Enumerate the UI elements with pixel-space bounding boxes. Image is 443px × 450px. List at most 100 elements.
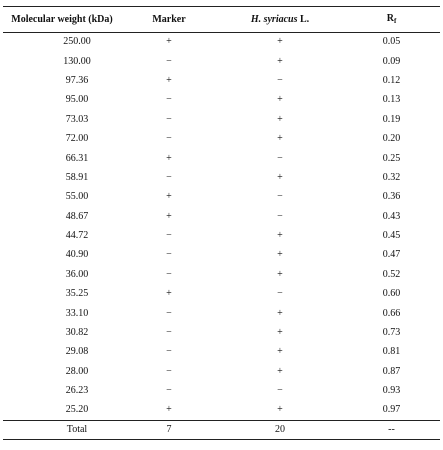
cell-molecular-weight-value: 40.90	[65, 249, 89, 261]
cell-species: +	[277, 133, 283, 145]
cell-rf: 0.52	[382, 268, 401, 280]
cell-molecular-weight: 73.03	[3, 110, 121, 129]
cell-molecular-weight-value: 44.72	[65, 230, 89, 242]
cell-rf: 0.25	[382, 152, 401, 164]
table-header-row: Molecular weight (kDa) Marker H. syriacu…	[3, 6, 440, 33]
cell-marker: +	[166, 152, 172, 164]
table-row: 72.00 − +0.20	[3, 129, 440, 148]
cell-marker: −	[166, 307, 172, 319]
cell-molecular-weight: 28.00	[3, 362, 121, 381]
cell-species: +	[277, 230, 283, 242]
cell-rf: 0.19	[382, 113, 401, 125]
cell-molecular-weight-value: 28.00	[65, 365, 89, 377]
cell-marker: −	[166, 55, 172, 67]
cell-molecular-weight: 25.20	[3, 401, 121, 420]
cell-marker: −	[166, 385, 172, 397]
table-row: 25.20 + +0.97	[3, 401, 440, 420]
cell-species: +	[277, 404, 283, 416]
table-row: 28.00 − +0.87	[3, 362, 440, 381]
header-species: H. syriacus L.	[217, 6, 343, 33]
cell-molecular-weight: 48.67	[3, 207, 121, 226]
total-label: Total	[3, 419, 121, 441]
cell-species: +	[277, 249, 283, 261]
header-marker: Marker	[121, 6, 217, 33]
table-row: 95.00 − +0.13	[3, 91, 440, 110]
data-table-container: Molecular weight (kDa) Marker H. syriacu…	[3, 0, 440, 441]
cell-species: +	[277, 327, 283, 339]
cell-molecular-weight-value: 66.31	[65, 152, 89, 164]
table-row: 73.03 − +0.19	[3, 110, 440, 129]
table-row: 26.23 − − 0.93	[3, 382, 440, 401]
cell-marker: −	[166, 113, 172, 125]
cell-rf: 0.20	[382, 133, 401, 145]
cell-species: +	[277, 171, 283, 183]
cell-marker: −	[166, 249, 172, 261]
cell-rf: 0.45	[382, 230, 401, 242]
cell-rf: 0.60	[382, 288, 401, 300]
table-body: 250.00 + +0.05 130.00 − +0.09 97.36 + − 0.12 95.00…	[3, 33, 440, 441]
cell-marker: +	[166, 74, 172, 86]
cell-molecular-weight: 95.00	[3, 91, 121, 110]
cell-molecular-weight-value: 58.91	[65, 171, 89, 183]
cell-rf: 0.32	[382, 171, 401, 183]
total-label-value: Total	[66, 424, 88, 435]
cell-molecular-weight-value: 130.00	[63, 55, 91, 67]
cell-rf: 0.47	[382, 249, 401, 261]
table-row: 30.82 − +0.73	[3, 323, 440, 342]
table-row: 36.00 − +0.52	[3, 265, 440, 284]
cell-species: −	[277, 288, 283, 300]
cell-rf: 0.66	[382, 307, 401, 319]
cell-rf: 0.05	[382, 36, 401, 48]
cell-molecular-weight-value: 36.00	[65, 268, 89, 280]
cell-molecular-weight-value: 55.00	[65, 191, 89, 203]
cell-molecular-weight: 36.00	[3, 265, 121, 284]
header-rf-subscript: f	[393, 17, 397, 25]
cell-molecular-weight-value: 30.82	[65, 327, 89, 339]
cell-rf: 0.13	[382, 94, 401, 106]
cell-molecular-weight-value: 72.00	[65, 133, 89, 145]
cell-molecular-weight-value: 73.03	[65, 113, 89, 125]
cell-molecular-weight: 55.00	[3, 188, 121, 207]
table-row: 29.08 − +0.81	[3, 343, 440, 362]
table-total-row: Total 7 20 --	[3, 419, 440, 441]
cell-molecular-weight-value: 250.00	[63, 36, 91, 48]
table-row: 97.36 + − 0.12	[3, 71, 440, 90]
table-row: 35.25 + − 0.60	[3, 285, 440, 304]
cell-molecular-weight-value: 26.23	[65, 385, 89, 397]
cell-marker: −	[166, 171, 172, 183]
cell-species: −	[277, 152, 283, 164]
cell-rf: 0.43	[382, 210, 401, 222]
cell-molecular-weight-value: 35.25	[65, 288, 89, 300]
cell-rf: 0.36	[382, 191, 401, 203]
table-row: 250.00 + +0.05	[3, 33, 440, 52]
header-rf: Rf	[343, 6, 440, 33]
cell-molecular-weight-value: 29.08	[65, 346, 89, 358]
table-row: 130.00 − +0.09	[3, 52, 440, 71]
total-species: 20	[217, 419, 343, 441]
cell-molecular-weight: 250.00	[3, 33, 121, 52]
cell-molecular-weight: 44.72	[3, 226, 121, 245]
cell-marker: −	[166, 346, 172, 358]
cell-molecular-weight-value: 48.67	[65, 210, 89, 222]
table-row: 33.10 − +0.66	[3, 304, 440, 323]
cell-marker: +	[166, 210, 172, 222]
cell-molecular-weight: 30.82	[3, 323, 121, 342]
molecular-weight-table: Molecular weight (kDa) Marker H. syriacu…	[3, 6, 440, 441]
cell-species: +	[277, 94, 283, 106]
header-species-name: H. syriacus	[250, 13, 298, 25]
cell-marker: +	[166, 404, 172, 416]
cell-molecular-weight-value: 25.20	[65, 404, 89, 416]
cell-molecular-weight: 72.00	[3, 129, 121, 148]
cell-rf: 0.87	[382, 365, 401, 377]
cell-species: +	[277, 346, 283, 358]
cell-rf: 0.09	[382, 55, 401, 67]
cell-molecular-weight: 35.25	[3, 285, 121, 304]
table-row: 66.31 + − 0.25	[3, 149, 440, 168]
table-row: 55.00 + − 0.36	[3, 188, 440, 207]
table-row: 40.90 − +0.47	[3, 246, 440, 265]
cell-marker: −	[166, 365, 172, 377]
cell-molecular-weight: 58.91	[3, 168, 121, 187]
total-marker: 7	[121, 419, 217, 441]
cell-species: +	[277, 365, 283, 377]
cell-marker: −	[166, 133, 172, 145]
